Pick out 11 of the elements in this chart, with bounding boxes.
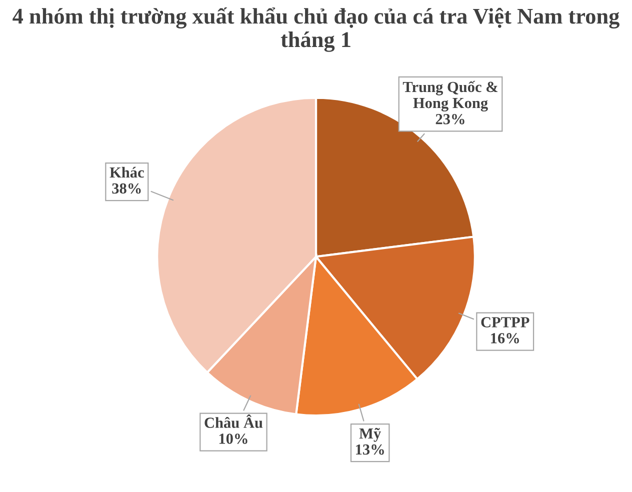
slice-label: Mỹ xyxy=(359,428,381,442)
data-label: 13% xyxy=(356,444,384,455)
data-label: 23% xyxy=(436,114,464,124)
slice-label: Châu Âu xyxy=(204,414,263,428)
data-label: 38% xyxy=(112,183,141,194)
slice-label: Khác xyxy=(110,166,144,178)
data-label: 10% xyxy=(219,434,248,444)
slice-label: Trung Quốc & Hong Kong xyxy=(402,80,498,112)
slice-label: CPTPP xyxy=(481,317,530,328)
chart-title: 4 nhóm thị trường xuất khẩu chủ đạo của cá tra Việt Nam trong tháng 1 xyxy=(12,7,620,52)
data-label: 16% xyxy=(491,333,519,344)
